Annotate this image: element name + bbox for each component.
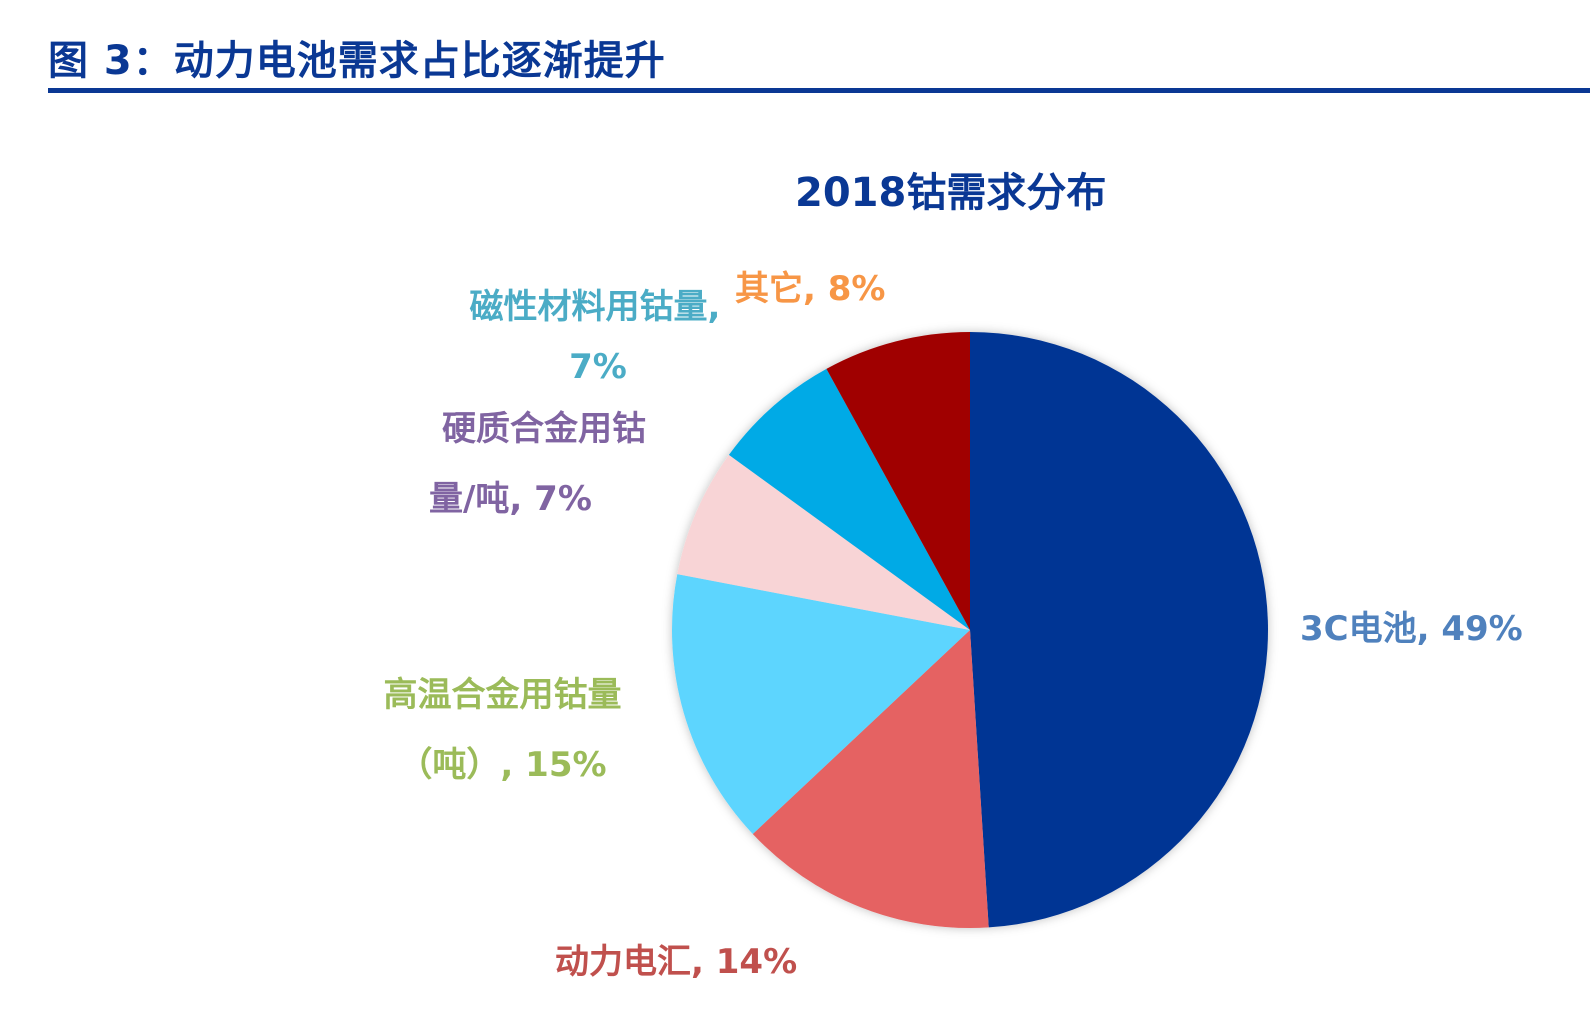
pie-slice <box>672 574 970 834</box>
label-text: 动力电汇, 14% <box>555 942 798 982</box>
pie-slice <box>970 332 1269 928</box>
chart-title: 2018钴需求分布 <box>795 170 1107 216</box>
pie-slice <box>677 454 970 630</box>
label-text: 高温合金用钴量 <box>383 675 622 715</box>
label-text: 硬质合金用钴 <box>442 409 646 449</box>
label-text: （吨）, 15% <box>398 745 607 785</box>
figure-title: 图 3：动力电池需求占比逐渐提升 <box>48 38 666 84</box>
label-text: 3C电池, 49% <box>1300 609 1523 649</box>
label-hard-alloy: 硬质合金用钴 量/吨, 7% <box>415 412 673 516</box>
label-text: 7% <box>569 347 627 387</box>
label-magnetic-material: 磁性材料用钴量, 7% <box>440 290 750 384</box>
label-text: 磁性材料用钴量, <box>469 287 721 327</box>
label-superalloy: 高温合金用钴量 （吨）, 15% <box>355 678 650 782</box>
title-divider <box>48 88 1590 93</box>
label-text: 量/吨, 7% <box>429 479 592 519</box>
pie-slices <box>672 332 1269 929</box>
label-other: 其它, 8% <box>735 272 885 306</box>
label-3c-battery: 3C电池, 49% <box>1300 612 1523 646</box>
pie-slice <box>826 332 970 630</box>
label-power-battery: 动力电汇, 14% <box>555 945 797 979</box>
pie-slice <box>728 368 970 630</box>
label-text: 其它, 8% <box>735 269 886 309</box>
pie-slice <box>752 630 989 929</box>
